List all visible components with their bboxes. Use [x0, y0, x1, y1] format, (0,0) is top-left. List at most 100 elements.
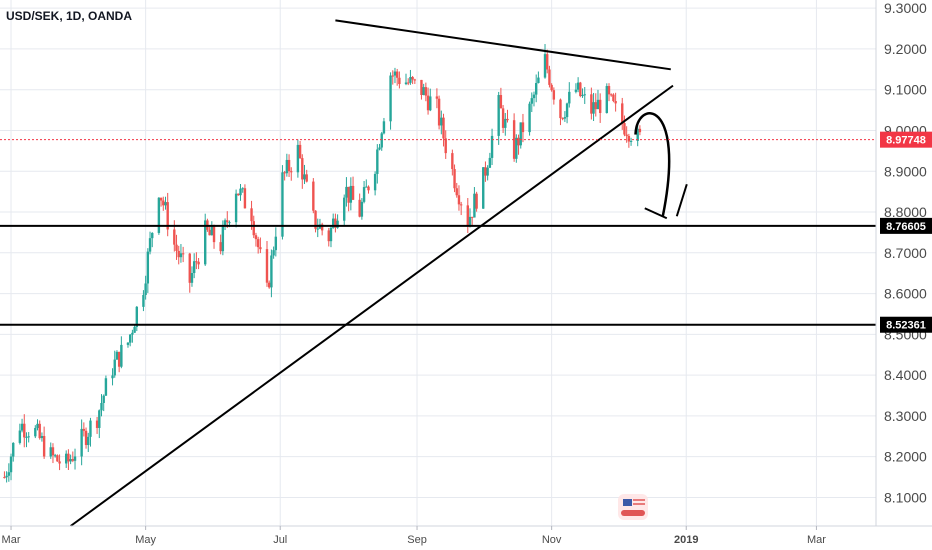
- candle-body: [629, 140, 633, 142]
- candle-body: [135, 306, 139, 327]
- candle-body: [636, 128, 639, 141]
- candle-body: [534, 83, 538, 95]
- candle-body: [53, 455, 57, 457]
- candle-body: [347, 186, 350, 203]
- candle-body: [265, 249, 269, 283]
- candle-body: [18, 430, 22, 443]
- candle-body: [360, 201, 364, 217]
- candle-body: [164, 202, 167, 206]
- candle-body: [389, 75, 392, 122]
- candle-body: [349, 185, 353, 203]
- candle-body: [367, 186, 370, 191]
- candle-body: [190, 273, 194, 283]
- candle-body: [475, 193, 478, 209]
- candle-body: [409, 77, 412, 83]
- candle-body: [111, 375, 114, 379]
- candle-body: [550, 84, 553, 91]
- candle-body: [71, 459, 75, 461]
- candle-body: [120, 344, 123, 367]
- candle-body: [490, 135, 494, 158]
- candle-body: [504, 118, 507, 128]
- candle-body: [466, 205, 469, 227]
- candle-body: [435, 96, 439, 99]
- projection-arrow-curve: [634, 112, 671, 217]
- candle-body: [9, 456, 13, 473]
- candle-body: [391, 75, 394, 77]
- candle-body: [23, 423, 26, 438]
- candle-body: [12, 442, 15, 457]
- candle-body: [117, 351, 121, 367]
- price-levels: [0, 139, 876, 326]
- time-axis[interactable]: Mar May Jul Sep Nov 2019 Mar: [2, 526, 827, 546]
- candle-body: [179, 253, 183, 258]
- trendline-ascending-support: [70, 84, 674, 527]
- candle-body: [451, 153, 454, 170]
- candle-body: [49, 447, 52, 457]
- candle-body: [283, 172, 286, 174]
- candle-body: [398, 77, 401, 85]
- candle-body: [270, 255, 273, 288]
- candle-body: [197, 261, 200, 265]
- candle-body: [274, 236, 278, 251]
- candle-body: [312, 181, 315, 211]
- time-tick-label: Sep: [407, 534, 427, 546]
- candle-body: [7, 472, 11, 476]
- candle-body: [365, 186, 368, 188]
- candle-body: [40, 436, 44, 439]
- candle-body: [380, 133, 383, 148]
- candle-body: [568, 91, 571, 104]
- projection-arrowhead-right: [675, 183, 688, 217]
- candle-body: [298, 144, 302, 159]
- level-price-badge: 8.52361: [886, 320, 926, 332]
- candle-body: [250, 208, 253, 222]
- candle-body: [241, 188, 244, 190]
- candle-body: [327, 230, 330, 242]
- candle-body: [148, 238, 152, 252]
- candle-body: [316, 228, 319, 230]
- candle-body: [471, 216, 474, 218]
- price-tick-label: 8.8000: [884, 204, 927, 220]
- candle-body: [621, 103, 624, 124]
- candle-body: [565, 103, 569, 118]
- price-tick-label: 9.2000: [884, 41, 927, 57]
- candle-body: [128, 334, 132, 343]
- price-tick-label: 8.4000: [884, 367, 927, 383]
- candle-body: [69, 459, 72, 462]
- candle-body: [442, 117, 445, 139]
- candle-body: [530, 98, 533, 104]
- candle-body: [212, 226, 216, 243]
- candle-body: [407, 82, 410, 84]
- candle-body: [100, 402, 103, 411]
- candle-body: [351, 185, 355, 200]
- candle-body: [234, 193, 238, 223]
- candle-body: [287, 159, 291, 172]
- candle-body: [3, 477, 6, 479]
- candle-body: [126, 342, 130, 345]
- candle-body: [334, 218, 337, 228]
- candle-body: [285, 159, 289, 174]
- candle-body: [576, 82, 580, 90]
- candle-body: [376, 149, 379, 174]
- candle-body: [528, 103, 531, 133]
- candle-body: [429, 96, 432, 111]
- chart-title: USD/SEK, 1D, OANDA: [6, 9, 132, 23]
- candle-body: [468, 216, 472, 227]
- candle-body: [296, 144, 300, 173]
- candle-body: [331, 218, 335, 228]
- drawings: [70, 19, 688, 527]
- candle-body: [499, 95, 503, 109]
- candle-body: [345, 186, 348, 198]
- candle-body: [610, 94, 613, 96]
- candle-body: [579, 82, 582, 96]
- candle-body: [382, 121, 386, 134]
- candle-body: [590, 94, 593, 114]
- candle-body: [437, 98, 441, 126]
- candle-body: [440, 117, 443, 126]
- candle-body: [113, 359, 116, 376]
- candle-body: [208, 229, 211, 236]
- candle-body: [157, 197, 161, 233]
- candle-body: [563, 117, 567, 119]
- candle-body: [329, 227, 333, 242]
- price-axis[interactable]: 8.10008.20008.30008.40008.50008.60008.70…: [884, 0, 927, 505]
